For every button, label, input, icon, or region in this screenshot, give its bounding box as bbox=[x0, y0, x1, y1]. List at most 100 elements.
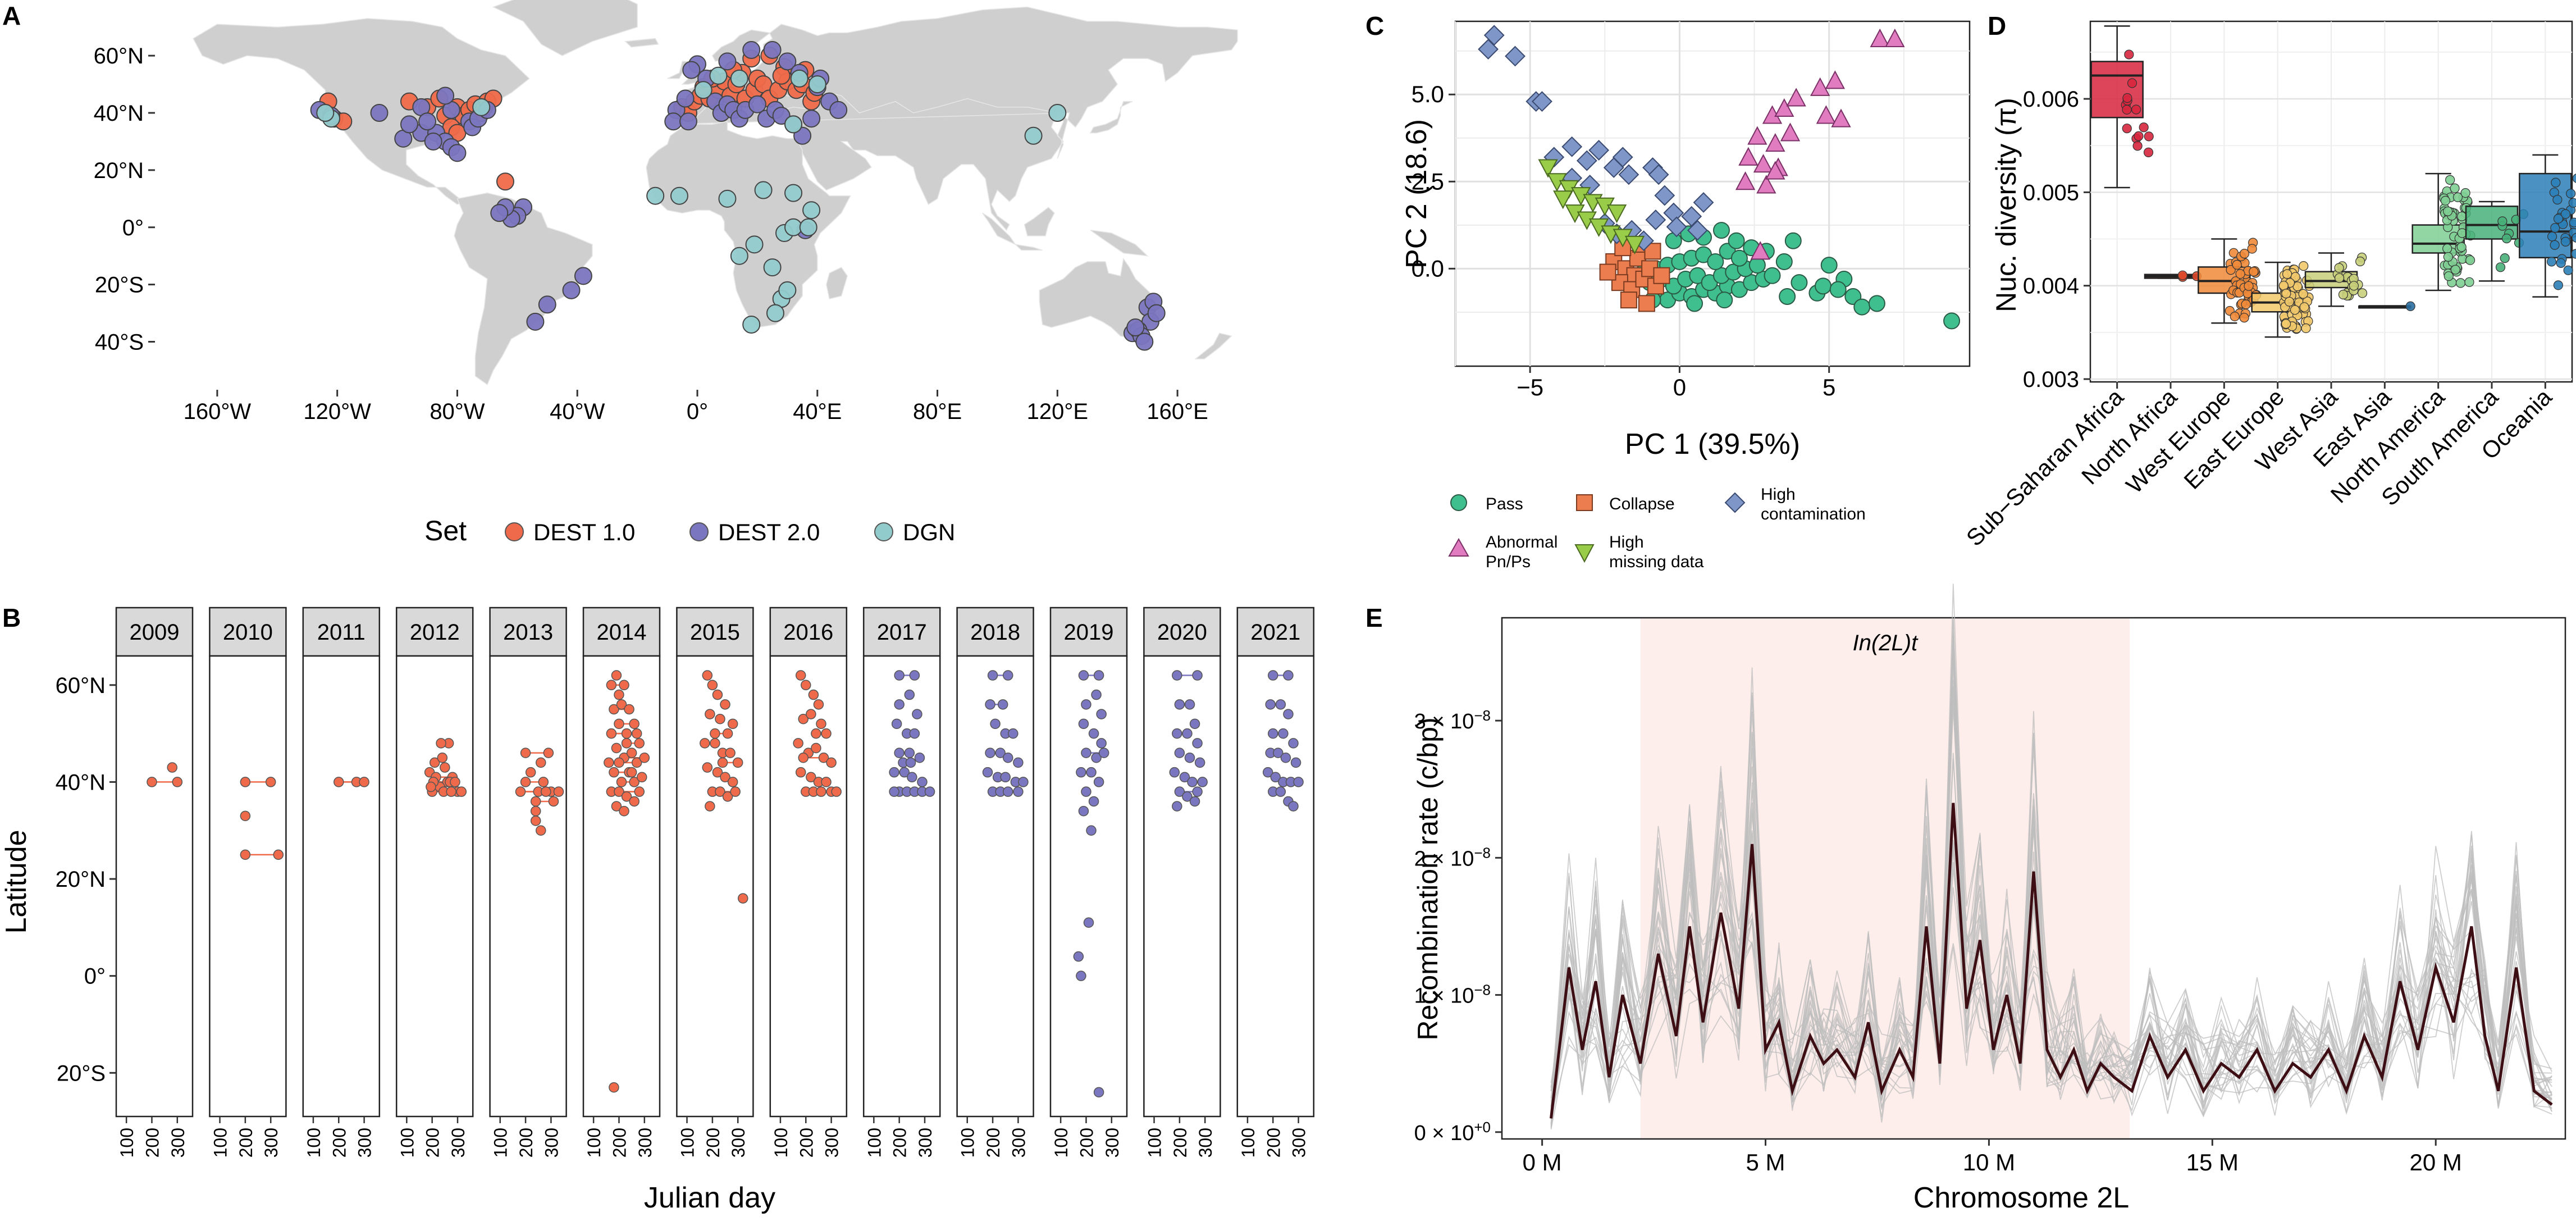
map-point bbox=[784, 115, 803, 134]
pca-x-tick-label: 5 bbox=[1823, 374, 1835, 400]
facet-point bbox=[147, 777, 157, 787]
box-jitter-point bbox=[2124, 49, 2134, 60]
box-jitter-point bbox=[2334, 263, 2344, 273]
facet-point bbox=[798, 753, 809, 763]
facet-point bbox=[440, 762, 450, 773]
box-jitter-point bbox=[2239, 249, 2250, 259]
pca-point bbox=[1820, 257, 1838, 274]
facet-point bbox=[1194, 757, 1205, 768]
map-point bbox=[526, 312, 545, 331]
facet-x-tick-label: 100 bbox=[678, 1128, 698, 1157]
box-jitter-point bbox=[2552, 194, 2563, 205]
facet-x-tick-label: 300 bbox=[1102, 1128, 1122, 1157]
facet-point bbox=[606, 680, 617, 691]
box-jitter-point bbox=[2355, 256, 2365, 267]
world-land bbox=[193, 0, 1238, 386]
box-jitter-point bbox=[2282, 269, 2292, 279]
box-jitter-point bbox=[2500, 253, 2510, 263]
recombination-mean-line bbox=[1550, 803, 2553, 1119]
facet-point bbox=[1184, 753, 1195, 763]
legend-marker-abnormal bbox=[1448, 537, 1469, 557]
pca-point bbox=[1532, 91, 1552, 112]
facet-point bbox=[894, 699, 905, 710]
box-jitter-point bbox=[2443, 271, 2454, 281]
land-polygon bbox=[492, 0, 638, 56]
facet-point bbox=[710, 738, 720, 749]
facet-point bbox=[172, 777, 183, 787]
facet-point bbox=[273, 849, 284, 860]
pca-point bbox=[1831, 108, 1851, 127]
facet-point bbox=[914, 753, 925, 763]
pca-point bbox=[1538, 159, 1558, 178]
box-y-tick-label: 0.006 bbox=[2023, 87, 2079, 112]
map-point bbox=[694, 81, 712, 99]
pca-point bbox=[1825, 70, 1846, 89]
facet-point bbox=[1192, 786, 1203, 797]
pca-point bbox=[1750, 241, 1770, 260]
panel-b-y-axis: 60°N 40°N 20°N 0° 20°S bbox=[56, 673, 116, 1086]
box-jitter-point bbox=[2547, 231, 2557, 241]
reco-y-tick-label: 0 × 10+0 bbox=[1414, 1119, 1491, 1145]
facet-point bbox=[167, 762, 177, 773]
map-point bbox=[664, 112, 683, 131]
facet-point bbox=[616, 699, 627, 710]
map-y-tick-label: 20°N bbox=[94, 158, 144, 183]
box-jitter-point bbox=[2134, 131, 2144, 141]
facet-point bbox=[429, 757, 440, 768]
facet-point bbox=[1081, 786, 1091, 797]
map-point bbox=[496, 172, 514, 191]
map-point bbox=[718, 52, 737, 71]
pca-point bbox=[1868, 295, 1885, 312]
facet-point bbox=[614, 689, 624, 700]
recombination-sample-line bbox=[1550, 649, 2552, 1125]
facet-point bbox=[1275, 786, 1286, 797]
box-jitter-point bbox=[2299, 302, 2309, 312]
facet-point bbox=[821, 728, 832, 739]
facet-point bbox=[821, 777, 832, 787]
panel-d-boxes bbox=[2090, 25, 2576, 338]
pca-point bbox=[1553, 190, 1573, 209]
facet-point bbox=[541, 786, 551, 797]
legend-label-pass: Pass bbox=[1486, 495, 1523, 513]
facet-point bbox=[806, 772, 816, 783]
facet-point bbox=[727, 777, 738, 787]
box-jitter-point bbox=[2122, 93, 2132, 103]
facet-panel bbox=[1236, 655, 1315, 1118]
facet-point bbox=[816, 718, 826, 730]
facet-point bbox=[707, 680, 718, 691]
facet-x-tick-label: 100 bbox=[117, 1128, 137, 1157]
reco-x-tick-label: 5 M bbox=[1746, 1149, 1785, 1175]
map-point bbox=[829, 101, 848, 119]
map-point bbox=[742, 315, 761, 334]
pca-point bbox=[1599, 263, 1616, 281]
facet-x-tick-label: 300 bbox=[541, 1128, 561, 1157]
map-point bbox=[784, 184, 803, 202]
facet-strip bbox=[115, 607, 194, 657]
facet-point bbox=[1265, 699, 1276, 710]
box-jitter-point bbox=[2553, 280, 2563, 290]
facet-strip-label: 2012 bbox=[410, 620, 460, 645]
facet-panel bbox=[489, 655, 567, 1118]
box-jitter-point bbox=[2460, 188, 2470, 198]
pca-point bbox=[1728, 232, 1745, 249]
map-point bbox=[490, 204, 509, 222]
facet-strip-label: 2017 bbox=[877, 620, 927, 645]
facet-panel bbox=[676, 655, 754, 1118]
box-jitter-point bbox=[2458, 254, 2468, 264]
pca-point bbox=[1815, 277, 1832, 295]
panel-c-points bbox=[1478, 25, 1961, 330]
reco-x-tick-label: 0 M bbox=[1523, 1149, 1562, 1175]
facet-point bbox=[616, 777, 627, 787]
pca-point bbox=[1764, 267, 1781, 284]
map-point bbox=[400, 115, 418, 134]
facet-point bbox=[631, 757, 642, 768]
legend-label-dest1: DEST 1.0 bbox=[533, 519, 635, 545]
box-jitter-point bbox=[2247, 244, 2257, 254]
facet-point bbox=[1003, 786, 1013, 797]
facet-point bbox=[609, 704, 619, 715]
legend-label-highmiss-2: missing data bbox=[1609, 553, 1704, 571]
facet-point bbox=[629, 796, 640, 807]
box-jitter-point bbox=[2443, 252, 2453, 262]
facet-point bbox=[818, 753, 829, 763]
